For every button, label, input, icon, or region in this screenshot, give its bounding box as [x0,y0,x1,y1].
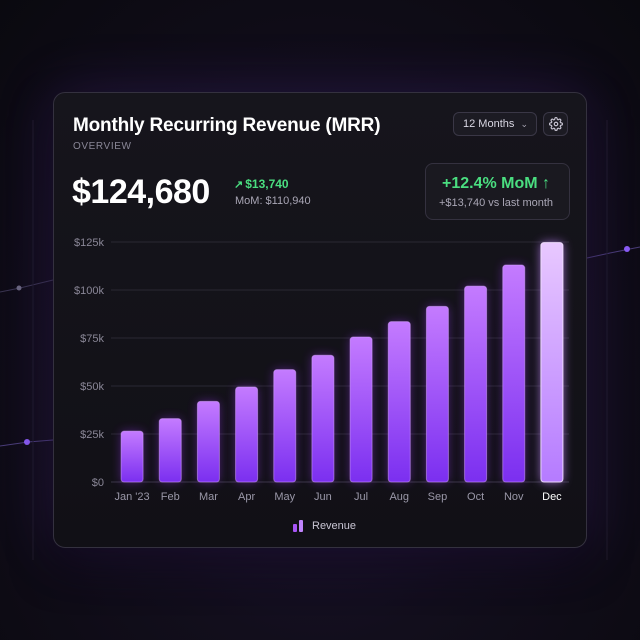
card-title: Monthly Recurring Revenue (MRR) [73,115,381,136]
x-tick-label: Oct [467,491,484,503]
y-tick-label: $75k [80,333,104,345]
gear-icon [549,117,563,131]
mom-growth-label: +12.4% MoM [442,175,538,192]
revenue-bar-chart: $0 $25k $50k $75k $100k $125k Jan '23 Feb Mar Apr… [74,237,569,503]
y-tick-label: $0 [92,477,104,489]
bar [349,336,373,483]
bar [273,369,297,483]
bar [502,264,526,483]
x-tick-label: Mar [199,491,218,503]
mom-growth-percent: +12.4% MoM ↑ [442,175,550,193]
bar [120,430,144,483]
bar [425,305,449,483]
bar [158,418,182,483]
delta-value: $13,740 [245,177,289,191]
current-mrr-value: $124,680 [72,173,210,211]
previous-month-value: MoM: $110,940 [235,195,311,207]
chevron-down-icon: ⌄ [520,119,528,129]
bar [196,400,220,483]
x-tick-label: May [274,491,295,503]
bar [540,242,564,483]
range-dropdown[interactable]: 12 Months ⌄ [453,112,537,136]
x-tick-label: Aug [389,491,409,503]
mrr-card: Monthly Recurring Revenue (MRR) OVERVIEW… [53,92,587,548]
y-tick-label: $25k [80,429,104,441]
settings-button[interactable] [543,112,568,136]
arrow-up-icon: ↑ [542,175,551,192]
y-tick-label: $125k [74,237,104,249]
x-tick-label: Sep [428,491,448,503]
bar [235,386,259,483]
x-tick-label: Dec [542,491,562,503]
arrow-up-right-icon: ↗ [234,179,244,191]
legend-swatch-revenue [293,520,303,532]
x-tick-label: Jan '23 [115,491,150,503]
mom-growth-box: +12.4% MoM ↑ +$13,740 vs last month [425,163,570,220]
bar [311,354,335,483]
bar [387,321,411,483]
card-subtitle: OVERVIEW [73,141,132,152]
mom-growth-detail: +$13,740 vs last month [439,197,554,209]
x-tick-label: Apr [238,491,255,503]
x-tick-label: Jun [314,491,332,503]
x-tick-label: Nov [504,491,524,503]
bar [464,285,488,483]
x-tick-label: Feb [161,491,180,503]
y-tick-label: $50k [80,381,104,393]
range-label: 12 Months [463,118,515,130]
x-tick-label: Jul [354,491,368,503]
y-tick-label: $100k [74,285,104,297]
legend-label-revenue: Revenue [312,520,357,532]
delta-indicator: ↗ $13,740 [234,177,289,191]
